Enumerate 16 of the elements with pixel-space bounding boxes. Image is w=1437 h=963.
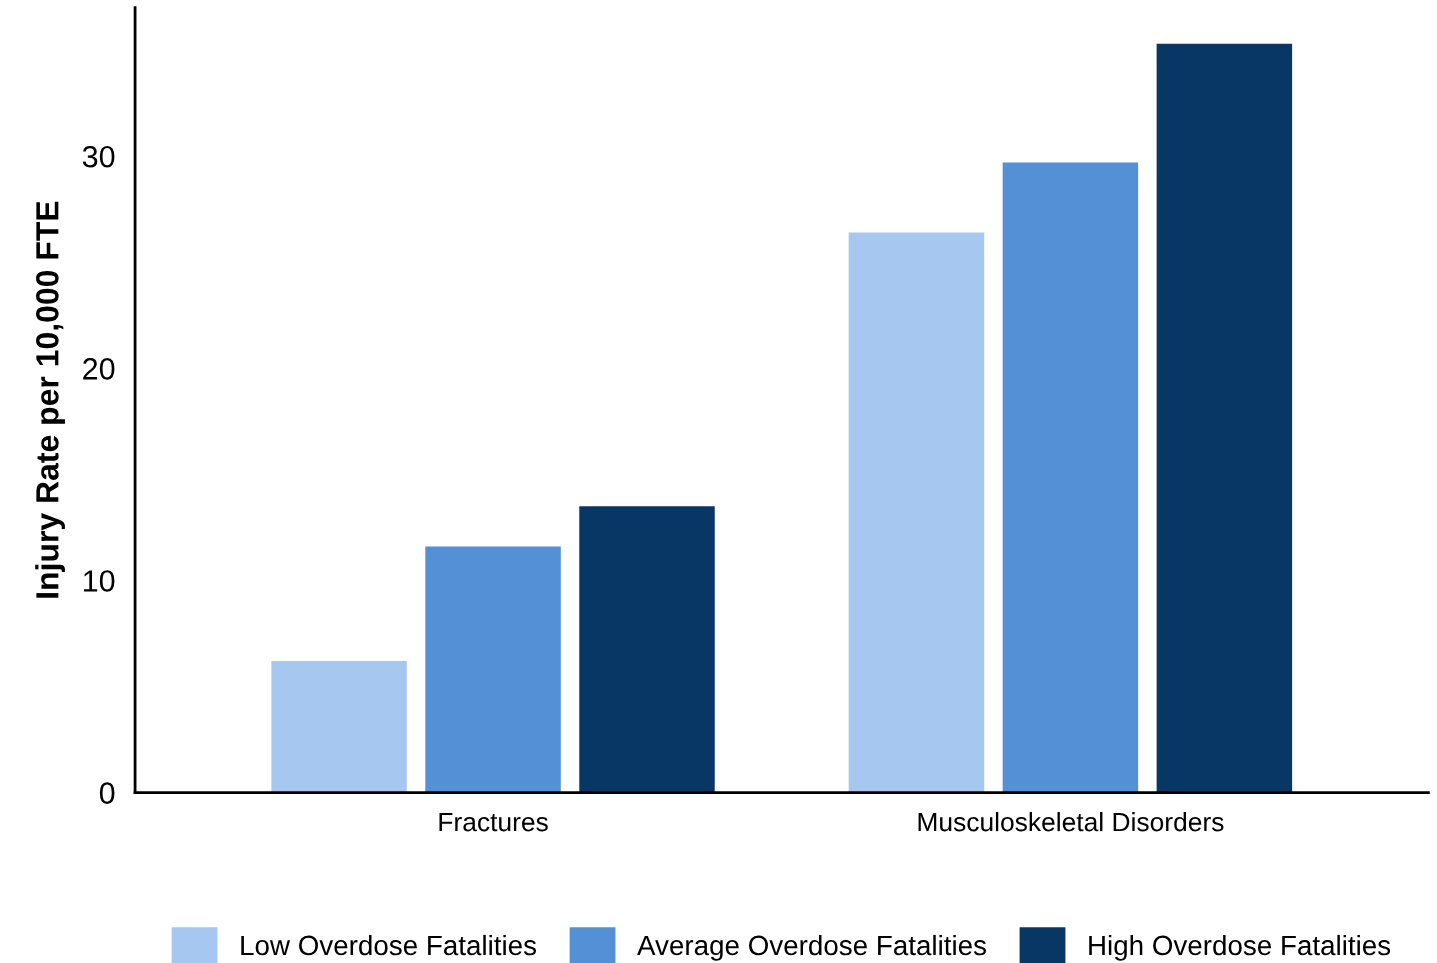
y-tick-label: 10 (83, 570, 115, 592)
legend-label: Low Overdose Fatalities (241, 934, 537, 956)
bar (579, 506, 715, 793)
bar (425, 546, 561, 793)
legend-label: Average Overdose Fatalities (637, 934, 986, 961)
bar (271, 661, 407, 793)
bar (1002, 162, 1139, 793)
y-axis-title: Injury Rate per 10,000 FTE (35, 201, 65, 598)
bar (848, 232, 985, 793)
x-tick-label: Musculoskeletal Disorders (918, 811, 1224, 832)
y-tick-label: 20 (83, 358, 115, 380)
legend-label: High Overdose Fatalities (1089, 934, 1391, 961)
x-tick-label: Fractures (439, 812, 548, 832)
bar (1156, 43, 1293, 793)
y-tick-label: 30 (82, 145, 115, 168)
y-tick-label: 0 (99, 782, 115, 804)
